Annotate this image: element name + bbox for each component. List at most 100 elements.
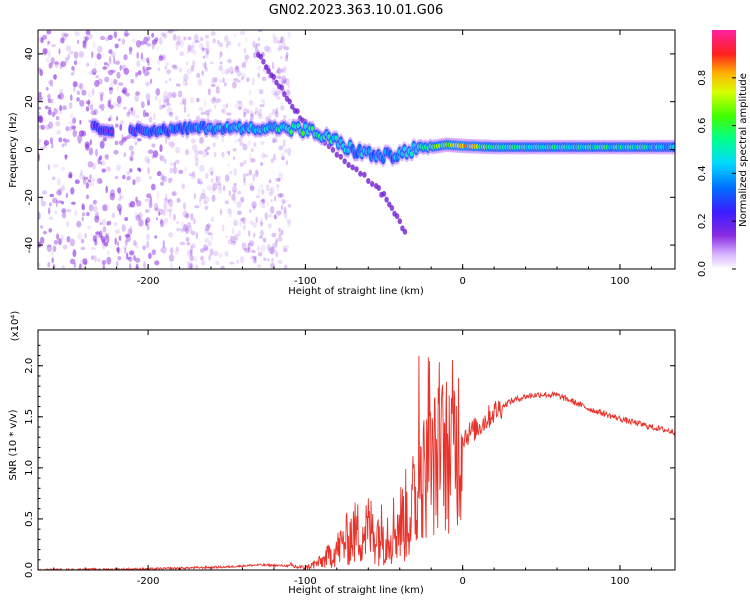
noise-point	[228, 66, 234, 74]
noise-point	[48, 107, 52, 112]
noise-point	[105, 203, 110, 212]
noise-point	[286, 219, 292, 224]
noise-point	[48, 228, 53, 233]
noise-point	[204, 50, 209, 59]
noise-point	[238, 138, 242, 142]
noise-point	[278, 232, 282, 239]
noise-point	[226, 150, 230, 154]
noise-point	[130, 107, 133, 112]
noise-point	[227, 239, 232, 245]
noise-point	[175, 83, 181, 87]
noise-point	[252, 222, 258, 228]
noise-point	[81, 89, 87, 96]
noise-point	[74, 179, 80, 184]
x-tick-label: -200	[137, 576, 160, 587]
noise-point	[47, 40, 51, 45]
noise-point	[111, 212, 116, 218]
noise-point	[169, 162, 175, 166]
noise-point	[118, 208, 122, 216]
y-tick-label: 1.5	[24, 409, 35, 425]
noise-point	[164, 66, 167, 70]
noise-point	[81, 216, 84, 222]
noise-point	[59, 104, 62, 112]
noise-point	[243, 222, 246, 229]
noise-point	[64, 154, 67, 161]
noise-point	[117, 38, 121, 42]
noise-point	[231, 235, 236, 244]
noise-point	[47, 98, 53, 104]
noise-point	[159, 155, 165, 162]
noise-point	[162, 95, 166, 101]
x-tick-label: 0	[459, 276, 465, 287]
noise-point	[48, 202, 52, 207]
noise-point	[68, 120, 74, 126]
noise-point	[130, 79, 135, 84]
noise-point	[52, 163, 59, 168]
noise-point	[51, 61, 54, 65]
noise-point	[190, 45, 195, 54]
noise-point	[65, 45, 72, 52]
noise-point	[84, 36, 90, 41]
noise-point	[215, 98, 219, 104]
noise-point	[168, 111, 174, 118]
noise-point	[135, 196, 138, 203]
noise-point	[181, 221, 185, 227]
noise-point	[285, 54, 289, 62]
secondary-track-point	[354, 166, 359, 173]
noise-point	[189, 266, 193, 269]
noise-point	[194, 34, 199, 42]
noise-point	[171, 191, 176, 196]
noise-point	[252, 77, 255, 86]
noise-point	[120, 65, 125, 70]
noise-point	[199, 248, 205, 253]
noise-point	[82, 179, 87, 185]
noise-point	[148, 43, 153, 47]
noise-point	[122, 174, 126, 180]
noise-point	[123, 54, 128, 61]
noise-point	[108, 87, 113, 91]
noise-point	[47, 41, 50, 47]
noise-point	[107, 99, 111, 108]
noise-point	[99, 155, 103, 161]
noise-point	[227, 163, 231, 167]
noise-point	[113, 78, 118, 85]
noise-point	[271, 232, 277, 238]
noise-point	[237, 230, 241, 237]
noise-point	[256, 171, 259, 176]
noise-point	[176, 227, 182, 232]
noise-point	[101, 218, 107, 226]
noise-point	[167, 91, 173, 99]
noise-point	[94, 215, 100, 223]
noise-point	[129, 263, 132, 269]
noise-point	[47, 261, 51, 268]
track-core	[409, 151, 414, 157]
noise-point	[69, 124, 72, 132]
noise-point	[81, 202, 84, 210]
noise-point	[164, 96, 170, 103]
noise-point	[250, 113, 255, 120]
snr-xlabel: Height of straight line (km)	[288, 585, 424, 596]
secondary-track-point	[342, 158, 347, 165]
noise-point	[267, 214, 273, 218]
noise-point	[179, 101, 185, 106]
noise-point	[241, 62, 246, 69]
secondary-track-point	[290, 103, 295, 110]
noise-point	[95, 75, 99, 79]
noise-point	[218, 65, 223, 71]
noise-point	[268, 246, 274, 255]
noise-point	[178, 90, 183, 98]
noise-point	[61, 201, 64, 205]
noise-point	[249, 157, 255, 163]
noise-point	[106, 250, 111, 255]
noise-point	[99, 179, 103, 184]
noise-point	[125, 256, 131, 260]
noise-point	[145, 93, 151, 101]
noise-point	[257, 245, 260, 253]
noise-point	[270, 205, 275, 214]
noise-point	[281, 198, 285, 205]
noise-point	[191, 170, 196, 178]
noise-point	[162, 34, 168, 39]
noise-point	[124, 233, 130, 238]
noise-point	[271, 257, 274, 263]
noise-point	[235, 259, 240, 264]
